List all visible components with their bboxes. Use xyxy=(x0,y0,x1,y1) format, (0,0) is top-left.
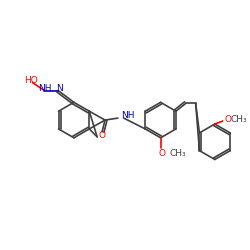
Text: O: O xyxy=(158,149,165,158)
Text: CH₃: CH₃ xyxy=(230,114,247,124)
Text: NH: NH xyxy=(121,111,134,120)
Text: O: O xyxy=(98,131,105,140)
Text: N: N xyxy=(56,84,62,93)
Text: O: O xyxy=(225,114,232,124)
Text: CH₃: CH₃ xyxy=(170,149,186,158)
Text: HO: HO xyxy=(24,76,38,85)
Text: NH: NH xyxy=(38,84,52,93)
